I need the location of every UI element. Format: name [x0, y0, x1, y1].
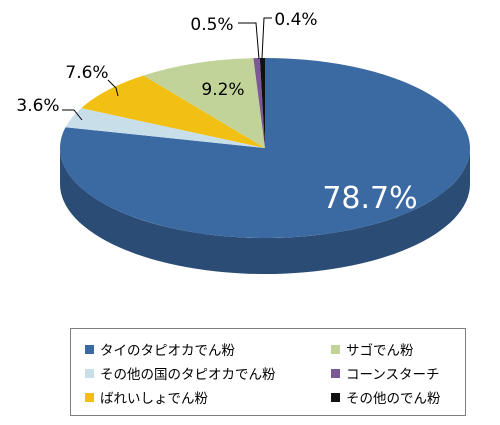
data-label-2: 7.6%	[65, 63, 108, 83]
pie-slice-3	[143, 58, 265, 148]
legend-swatch	[331, 368, 340, 378]
legend-swatch	[331, 392, 340, 402]
pie-side-0	[60, 148, 470, 274]
pie-chart: 78.7% 3.6% 7.6% 9.2% 0.5% 0.4%	[16, 10, 471, 274]
legend-label: タイのタピオカでん粉	[100, 343, 235, 359]
legend-swatch	[85, 344, 94, 354]
data-label-1: 3.6%	[16, 96, 59, 116]
leader-line-4	[238, 22, 260, 60]
leader-lines	[62, 17, 272, 121]
leader-line-1	[62, 109, 83, 121]
legend-label: その他のでん粉	[346, 391, 441, 407]
data-label-0: 78.7%	[322, 181, 417, 216]
legend-swatch	[85, 368, 94, 378]
legend-item-potato: ばれいしょでん粉	[85, 387, 208, 407]
pie-slice-2	[81, 75, 265, 148]
legend-swatch	[85, 392, 94, 402]
legend-label: コーンスターチ	[346, 367, 440, 383]
legend-item-sago: サゴでん粉	[331, 339, 414, 359]
legend-item-thai-tapioca: タイのタピオカでん粉	[85, 339, 235, 359]
data-label-3: 9.2%	[201, 80, 244, 100]
leader-line-2	[107, 79, 119, 97]
data-label-4: 0.5%	[190, 15, 233, 35]
legend-label: その他の国のタピオカでん粉	[100, 367, 276, 383]
legend-label: サゴでん粉	[346, 343, 414, 359]
leader-line-5	[261, 17, 272, 59]
legend: タイのタピオカでん粉 その他の国のタピオカでん粉 ばれいしょでん粉 サゴでん粉 …	[70, 328, 466, 416]
pie-slice-5	[259, 58, 265, 148]
legend-item-cornstarch: コーンスターチ	[331, 363, 440, 383]
pie-slice-4	[253, 58, 265, 148]
legend-item-other-starch: その他のでん粉	[331, 387, 441, 407]
pie-top-layer	[59, 58, 471, 238]
data-label-5: 0.4%	[274, 10, 317, 30]
legend-swatch	[331, 344, 340, 354]
legend-item-other-tapioca: その他の国のタピオカでん粉	[85, 363, 276, 383]
pie-slice-1	[65, 108, 266, 148]
pie-side-layer	[60, 148, 470, 274]
data-labels: 78.7% 3.6% 7.6% 9.2% 0.5% 0.4%	[16, 10, 417, 216]
legend-label: ばれいしょでん粉	[100, 391, 208, 407]
